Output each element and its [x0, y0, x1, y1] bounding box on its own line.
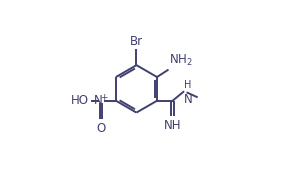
Text: +: + — [100, 93, 108, 102]
Text: N: N — [184, 93, 193, 106]
Text: NH$_2$: NH$_2$ — [169, 53, 193, 68]
Text: H: H — [184, 80, 192, 90]
Text: N: N — [94, 94, 103, 107]
Text: Br: Br — [130, 34, 143, 48]
Text: HO: HO — [71, 94, 89, 107]
Text: O: O — [97, 122, 106, 135]
Text: NH: NH — [164, 119, 181, 132]
